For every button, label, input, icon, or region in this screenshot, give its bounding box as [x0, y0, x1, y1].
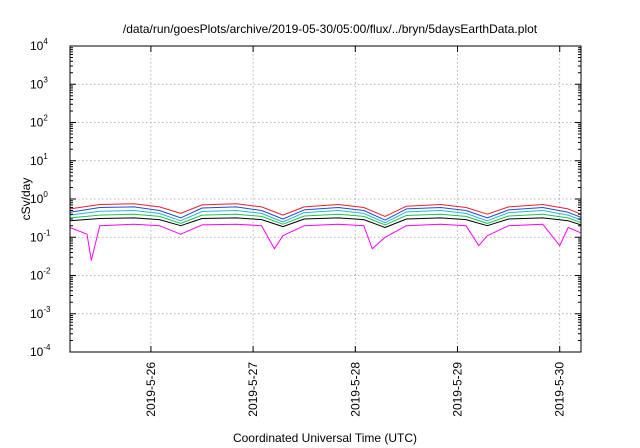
series-line-5: [69, 223, 582, 261]
series-line-2: [69, 210, 582, 224]
chart-title: /data/run/goesPlots/archive/2019-05-30/0…: [123, 22, 538, 36]
x-tick-label: 2019-5-29: [451, 362, 465, 417]
series-line-3: [69, 213, 582, 226]
y-tick-label: 10-1: [30, 228, 51, 244]
series-line-1: [69, 206, 582, 221]
y-axis-label: cSv/day: [19, 178, 33, 221]
y-tick-label: 103: [30, 75, 48, 91]
series-layer: [69, 203, 582, 261]
grid: [70, 46, 581, 352]
x-tick-label: 2019-5-28: [348, 362, 362, 417]
x-tick-label: 2019-5-30: [553, 362, 567, 417]
y-tick-labels: 10-4 10-3 10-2 10-1 100 101 102 103 104: [30, 37, 51, 359]
x-axis-label: Coordinated Universal Time (UTC): [233, 431, 417, 445]
y-tick-label: 10-2: [30, 267, 51, 283]
y-tick-label: 10-4: [30, 343, 51, 359]
series-line-0: [69, 203, 582, 217]
x-tick-label: 2019-5-27: [246, 362, 260, 417]
y-tick-label: 101: [30, 152, 48, 168]
y-tick-label: 100: [30, 190, 48, 206]
y-tick-label: 10-3: [30, 305, 51, 321]
ticks: [70, 45, 581, 353]
y-tick-label: 102: [30, 114, 48, 130]
y-tick-label: 104: [30, 37, 48, 53]
series-line-4: [69, 217, 582, 228]
x-tick-labels: 2019-5-26 2019-5-27 2019-5-28 2019-5-29 2019…: [144, 362, 567, 417]
x-tick-label: 2019-5-26: [144, 362, 158, 417]
